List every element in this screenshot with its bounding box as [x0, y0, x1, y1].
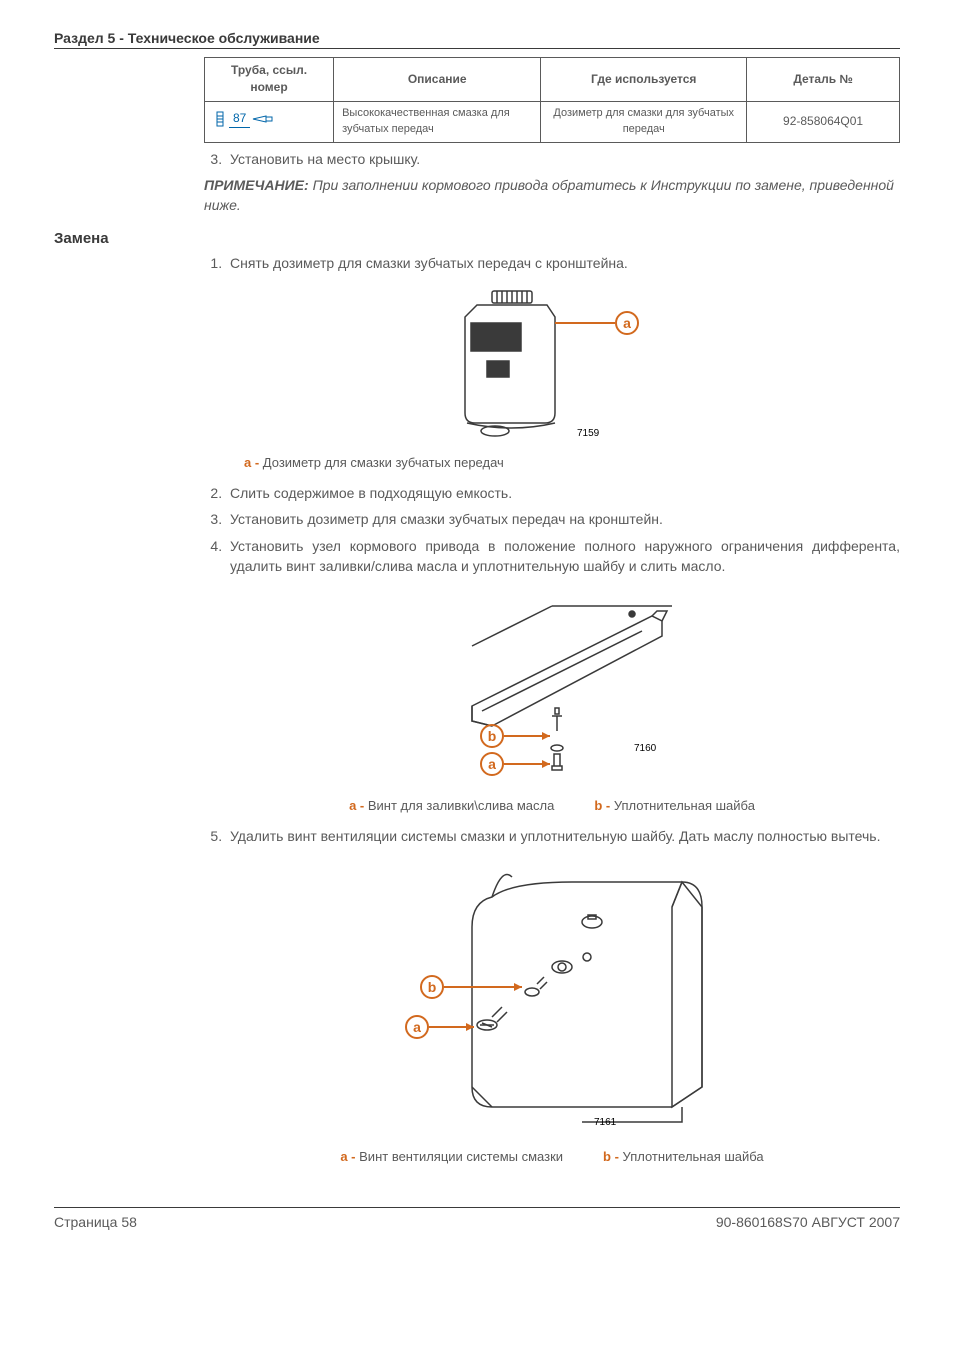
th-tube: Труба, ссыл. номер [205, 58, 334, 102]
footer-left: Страница 58 [54, 1214, 137, 1230]
svg-text:a: a [413, 1019, 421, 1035]
fig2-svg: b a 7160 [402, 586, 702, 786]
fig2-legend-b: Уплотнительная шайба [614, 798, 755, 813]
fig3-number: 7161 [594, 1117, 617, 1128]
figure-7160: b a 7160 [204, 586, 900, 791]
footer-right: 90-860168S70 АВГУСТ 2007 [716, 1214, 900, 1230]
tube-icon: 87 [213, 110, 274, 128]
subheading-replacement: Замена [54, 230, 900, 247]
svg-text:b: b [428, 979, 437, 995]
cell-tube: 87 [205, 101, 334, 142]
fig1-number: 7159 [577, 428, 600, 439]
page-footer: Страница 58 90-860168S70 АВГУСТ 2007 [54, 1207, 900, 1230]
fig3-legend-a: Винт вентиляции системы смазки [359, 1149, 563, 1164]
cell-desc: Высококачественная смазка для зубчатых п… [334, 101, 541, 142]
lubricant-table: Труба, ссыл. номер Описание Где использу… [204, 57, 900, 143]
step-b4: Установить узел кормового привода в поло… [226, 536, 900, 577]
step-b3: Установить дозиметр для смазки зубчатых … [226, 509, 900, 529]
fig3-svg: b a 7161 [372, 857, 732, 1137]
cell-part: 92-858064Q01 [747, 101, 900, 142]
section-header: Раздел 5 - Техническое обслуживание [54, 30, 900, 49]
fig2-legend-a: Винт для заливки\слива масла [368, 798, 554, 813]
note: ПРИМЕЧАНИЕ: При заполнении кормового при… [204, 175, 900, 216]
cell-where: Дозиметр для смазки для зубчатых передач [541, 101, 747, 142]
step-b1: Снять дозиметр для смазки зубчатых перед… [226, 253, 900, 273]
figure-7159: a 7159 [204, 283, 900, 448]
step-3: Установить на место крышку. [226, 149, 900, 169]
fig1-svg: a 7159 [437, 283, 667, 443]
step-b2: Слить содержимое в подходящую емкость. [226, 483, 900, 503]
page: Раздел 5 - Техническое обслуживание Труб… [0, 0, 954, 1250]
replacement-steps: Снять дозиметр для смазки зубчатых перед… [204, 253, 900, 1167]
th-desc: Описание [334, 58, 541, 102]
fig2-legend: a - Винт для заливки\слива масла b - Упл… [204, 797, 900, 816]
svg-text:b: b [488, 728, 497, 744]
content-block: Труба, ссыл. номер Описание Где использу… [204, 57, 900, 216]
tube-number: 87 [229, 110, 250, 128]
th-part: Деталь № [747, 58, 900, 102]
step-b5: Удалить винт вентиляции системы смазки и… [226, 826, 900, 846]
fig1-legend-a: Дозиметр для смазки зубчатых передач [263, 455, 504, 470]
svg-text:a: a [623, 315, 631, 331]
fig2-number: 7160 [634, 743, 657, 754]
figure-7161: b a 7161 [204, 857, 900, 1142]
fig3-legend: a - Винт вентиляции системы смазки b - У… [204, 1148, 900, 1167]
fig1-legend: a - Дозиметр для смазки зубчатых передач [244, 454, 900, 473]
fig3-legend-b: Уплотнительная шайба [623, 1149, 764, 1164]
svg-text:a: a [488, 756, 496, 772]
note-label: ПРИМЕЧАНИЕ: [204, 177, 309, 193]
table-row: 87 Высококачественная смазка для зубчаты… [205, 101, 900, 142]
th-where: Где используется [541, 58, 747, 102]
